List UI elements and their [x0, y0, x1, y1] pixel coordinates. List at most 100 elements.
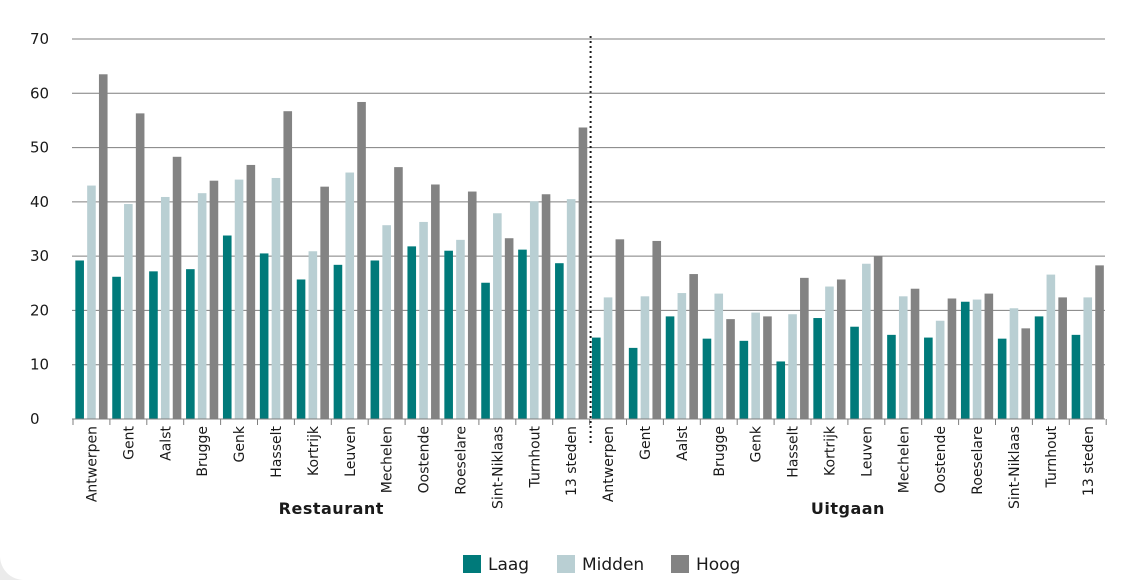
bar-laag — [1034, 316, 1044, 419]
category-label: Turnhout — [1044, 425, 1060, 488]
bar-hoog — [910, 288, 920, 419]
bar-laag — [665, 316, 675, 419]
group-label: Restaurant — [279, 499, 384, 518]
category-label: Mechelen — [380, 426, 396, 493]
category-label: Aalst — [158, 426, 174, 461]
category-label: Leuven — [859, 426, 875, 477]
bar-hoog — [836, 279, 846, 419]
legend-label: Midden — [582, 555, 644, 575]
bar-hoog — [800, 277, 809, 419]
bar-midden — [566, 199, 576, 419]
bar-hoog — [578, 127, 588, 419]
bar-hoog — [947, 298, 957, 419]
category-labels: Antwerpen Gent Aalst Brugge Genk Hasselt Kortr… — [84, 425, 1096, 509]
category-label: Roeselare — [453, 426, 469, 495]
bar-hoog — [467, 191, 477, 419]
bar-hoog — [209, 180, 219, 419]
category-label: Genk — [232, 425, 248, 462]
bar-laag — [702, 338, 712, 419]
group-label: Uitgaan — [811, 499, 885, 518]
y-tick-label: 40 — [30, 193, 49, 211]
y-tick-label: 50 — [30, 139, 49, 157]
bar-hoog — [357, 101, 366, 419]
bar-laag — [555, 263, 564, 419]
bar-hoog — [873, 256, 883, 419]
bar-laag — [960, 301, 970, 419]
y-tick-label: 20 — [30, 301, 49, 319]
category-label: Kortrijk — [306, 425, 322, 476]
y-tick-label: 30 — [30, 247, 49, 265]
category-label: Oostende — [417, 426, 433, 493]
y-tick-label: 0 — [30, 410, 40, 428]
category-label: Mechelen — [896, 426, 912, 493]
bar-midden — [898, 296, 908, 419]
bar-laag — [149, 271, 158, 419]
bar-hoog — [98, 74, 108, 420]
bar-laag — [997, 338, 1007, 419]
category-label: Oostende — [933, 426, 949, 493]
bars — [75, 74, 1104, 420]
legend-swatch-laag — [463, 555, 481, 573]
category-label: Brugge — [712, 426, 728, 477]
bar-hoog — [1058, 297, 1067, 419]
bar-hoog — [984, 293, 994, 419]
legend-label: Hoog — [696, 555, 740, 575]
category-label: Sint-Niklaas — [490, 426, 506, 509]
y-tick-label: 10 — [30, 356, 49, 374]
legend: Laag Midden Hoog — [463, 555, 740, 575]
bar-midden — [972, 299, 982, 419]
bar-laag — [924, 337, 933, 419]
bar-midden — [825, 286, 834, 419]
bar-laag — [628, 347, 638, 419]
bar-hoog — [504, 238, 514, 419]
category-label: Sint-Niklaas — [1007, 426, 1023, 509]
category-label: Leuven — [343, 426, 359, 477]
bar-midden — [603, 297, 613, 419]
bar-hoog — [615, 239, 625, 419]
bar-laag — [112, 276, 121, 419]
category-label: 13 steden — [1081, 426, 1097, 496]
category-label: Genk — [749, 425, 765, 462]
category-label: Antwerpen — [84, 426, 100, 502]
bar-midden — [1046, 274, 1056, 419]
bar-hoog — [541, 194, 551, 419]
bar-hoog — [1095, 265, 1104, 419]
bar-hoog — [283, 111, 293, 419]
category-label: Hasselt — [786, 425, 802, 477]
bar-hoog — [135, 113, 145, 419]
bar-midden — [160, 196, 170, 419]
bar-laag — [444, 250, 453, 419]
category-label: Antwerpen — [601, 426, 617, 502]
bar-hoog — [172, 156, 182, 420]
y-tick-label: 70 — [30, 30, 49, 48]
bar-midden — [640, 296, 650, 419]
bar-laag — [776, 361, 786, 419]
bar-laag — [296, 279, 306, 419]
bar-hoog — [394, 167, 403, 419]
bar-laag — [407, 246, 417, 419]
bar-laag — [1071, 334, 1081, 419]
y-tick-label: 60 — [30, 84, 49, 102]
bar-laag — [518, 249, 527, 419]
bar-midden — [271, 177, 281, 419]
bar-midden — [419, 221, 428, 419]
bar-midden — [345, 172, 355, 419]
bar-laag — [222, 235, 232, 419]
category-label: Turnhout — [527, 425, 543, 488]
bar-hoog — [1021, 328, 1031, 419]
bar-hoog — [763, 316, 772, 419]
bar-hoog — [431, 184, 440, 419]
bar-hoog — [652, 240, 662, 419]
group-labels: Restaurant Uitgaan — [279, 499, 885, 518]
category-label: Brugge — [195, 426, 211, 477]
bar-hoog — [246, 164, 256, 419]
legend-label: Laag — [488, 555, 529, 575]
bar-midden — [529, 201, 539, 419]
category-label: Aalst — [675, 426, 691, 461]
legend-swatch-midden — [557, 555, 575, 573]
bar-midden — [308, 251, 318, 419]
category-label: Roeselare — [970, 426, 986, 495]
bar-laag — [259, 253, 269, 419]
bar-midden — [788, 314, 797, 419]
